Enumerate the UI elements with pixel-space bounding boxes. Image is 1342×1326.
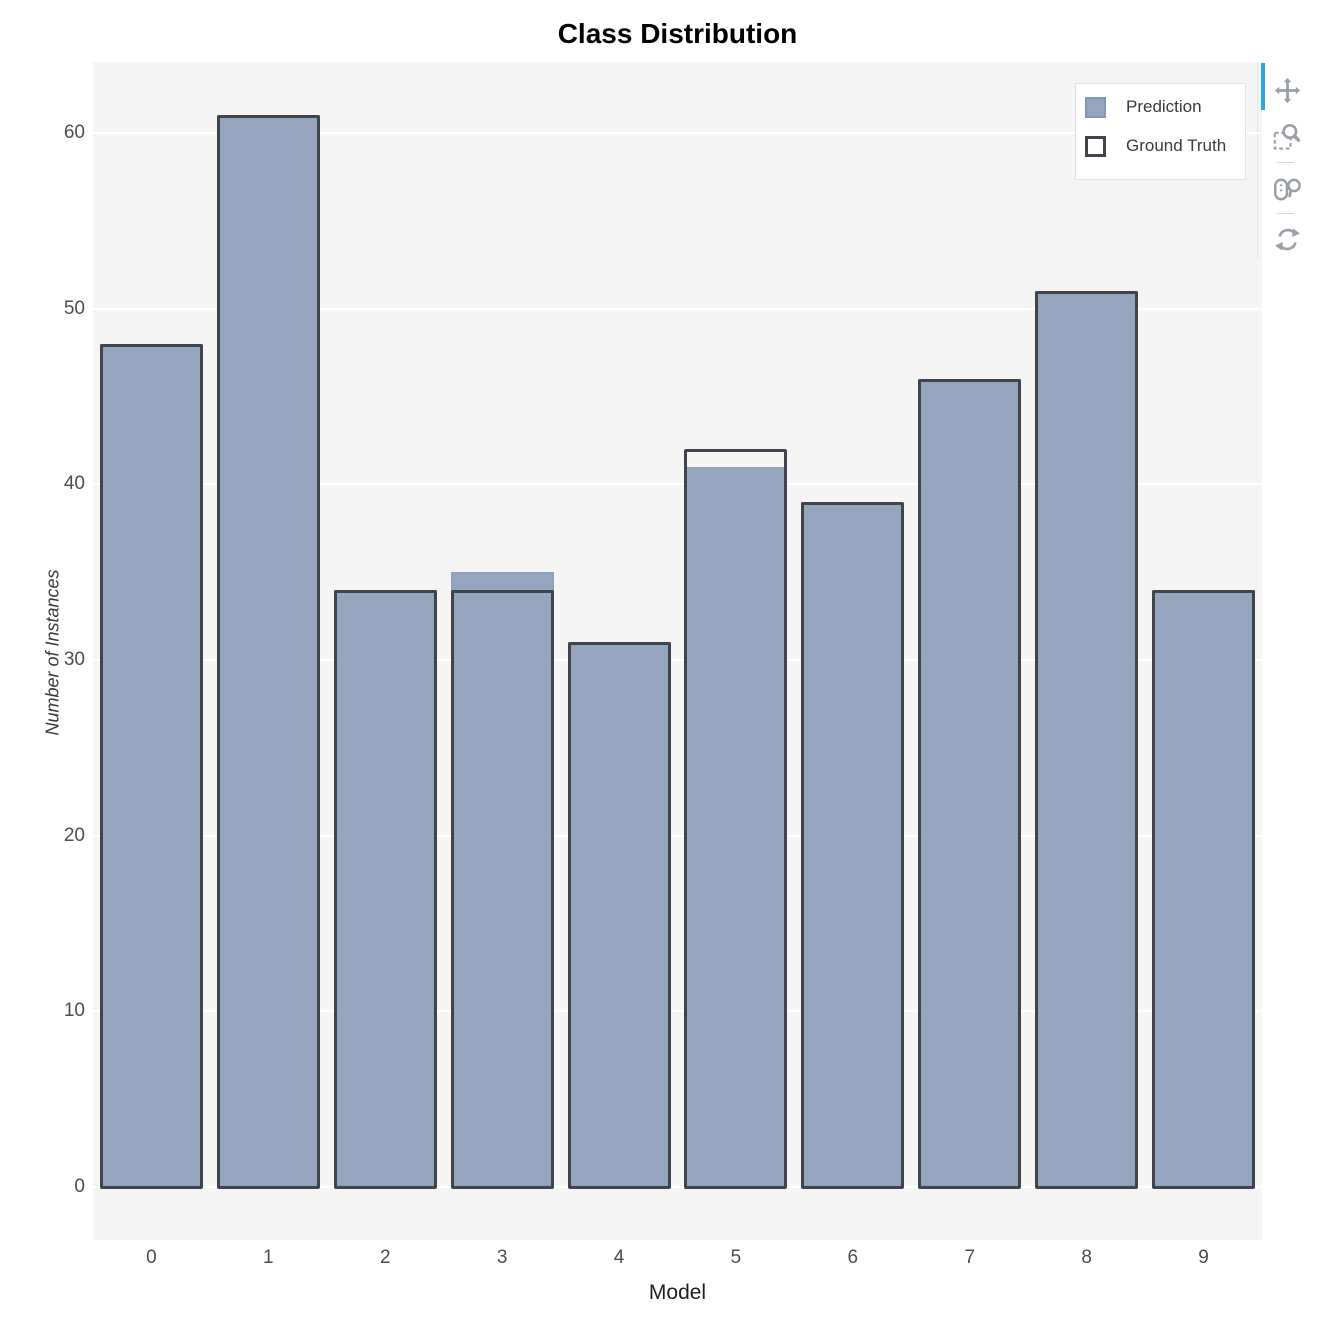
legend-label-ground-truth: Ground Truth bbox=[1126, 136, 1227, 155]
y-tick-label: 50 bbox=[63, 297, 85, 319]
legend-label-prediction: Prediction bbox=[1126, 97, 1202, 116]
reset-tool-button[interactable] bbox=[1267, 219, 1307, 259]
ground-truth-bar bbox=[918, 378, 1022, 1189]
y-tick-label: 30 bbox=[63, 648, 85, 670]
prediction-swatch bbox=[1085, 96, 1106, 118]
gridline bbox=[93, 834, 1262, 837]
x-tick-label: 3 bbox=[496, 1247, 508, 1268]
ground-truth-bar bbox=[1152, 589, 1256, 1189]
ground-truth-bar bbox=[450, 589, 554, 1189]
ground-truth-bar bbox=[567, 642, 671, 1189]
chart-title: Class Distribution bbox=[557, 18, 798, 49]
ground-truth-bar bbox=[684, 449, 788, 1189]
y-tick-label: 60 bbox=[63, 121, 85, 143]
prediction-bar bbox=[801, 501, 905, 1187]
x-tick-label: 1 bbox=[263, 1247, 274, 1268]
ground-truth-bar bbox=[99, 343, 203, 1189]
legend: Prediction Ground Truth bbox=[1075, 83, 1246, 180]
ground-truth-bar bbox=[801, 501, 905, 1189]
reset-icon bbox=[1274, 227, 1300, 251]
legend-item-prediction: Prediction bbox=[1085, 96, 1245, 118]
gridline bbox=[93, 1010, 1262, 1013]
x-tick-label: 9 bbox=[1198, 1247, 1209, 1268]
ground-truth-bar bbox=[1035, 291, 1139, 1189]
y-tick-label: 0 bbox=[74, 1176, 85, 1197]
ground-truth-bar bbox=[333, 589, 437, 1189]
pan-icon bbox=[1274, 77, 1300, 103]
x-tick-label: 2 bbox=[379, 1247, 391, 1268]
y-tick-label: 40 bbox=[63, 473, 85, 495]
ground-truth-bar bbox=[216, 115, 320, 1189]
gridline bbox=[93, 1186, 1262, 1188]
prediction-bar bbox=[333, 589, 437, 1187]
y-tick-label: 20 bbox=[63, 824, 85, 846]
pan-tool-button[interactable] bbox=[1267, 70, 1307, 110]
gridline bbox=[93, 131, 1262, 134]
toolbar-divider bbox=[1257, 63, 1258, 259]
x-tick-label: 6 bbox=[847, 1247, 859, 1268]
gridline bbox=[93, 307, 1262, 310]
toolbar-separator bbox=[1277, 162, 1294, 163]
x-tick-label: 7 bbox=[964, 1247, 976, 1268]
gridline bbox=[93, 658, 1262, 661]
x-tick-label: 5 bbox=[730, 1247, 742, 1268]
x-tick-label: 0 bbox=[146, 1247, 157, 1268]
y-tick-label: 10 bbox=[63, 1000, 85, 1022]
prediction-bar bbox=[450, 572, 554, 1187]
x-tick-label: 8 bbox=[1081, 1247, 1092, 1268]
plot-area[interactable] bbox=[93, 62, 1262, 1240]
x-axis-title: Model bbox=[648, 1281, 707, 1304]
x-tick-label: 4 bbox=[613, 1247, 625, 1268]
toolbar-separator bbox=[1277, 213, 1294, 214]
wheel-zoom-tool-button[interactable] bbox=[1267, 169, 1307, 209]
box-zoom-icon bbox=[1273, 123, 1301, 150]
box-zoom-tool-button[interactable] bbox=[1267, 117, 1307, 157]
active-tool-indicator bbox=[1261, 63, 1265, 110]
wheel-zoom-icon bbox=[1273, 178, 1301, 201]
ground-truth-swatch bbox=[1085, 135, 1106, 157]
prediction-bar bbox=[684, 466, 788, 1187]
legend-item-ground-truth: Ground Truth bbox=[1085, 135, 1245, 157]
gridline bbox=[93, 483, 1262, 486]
